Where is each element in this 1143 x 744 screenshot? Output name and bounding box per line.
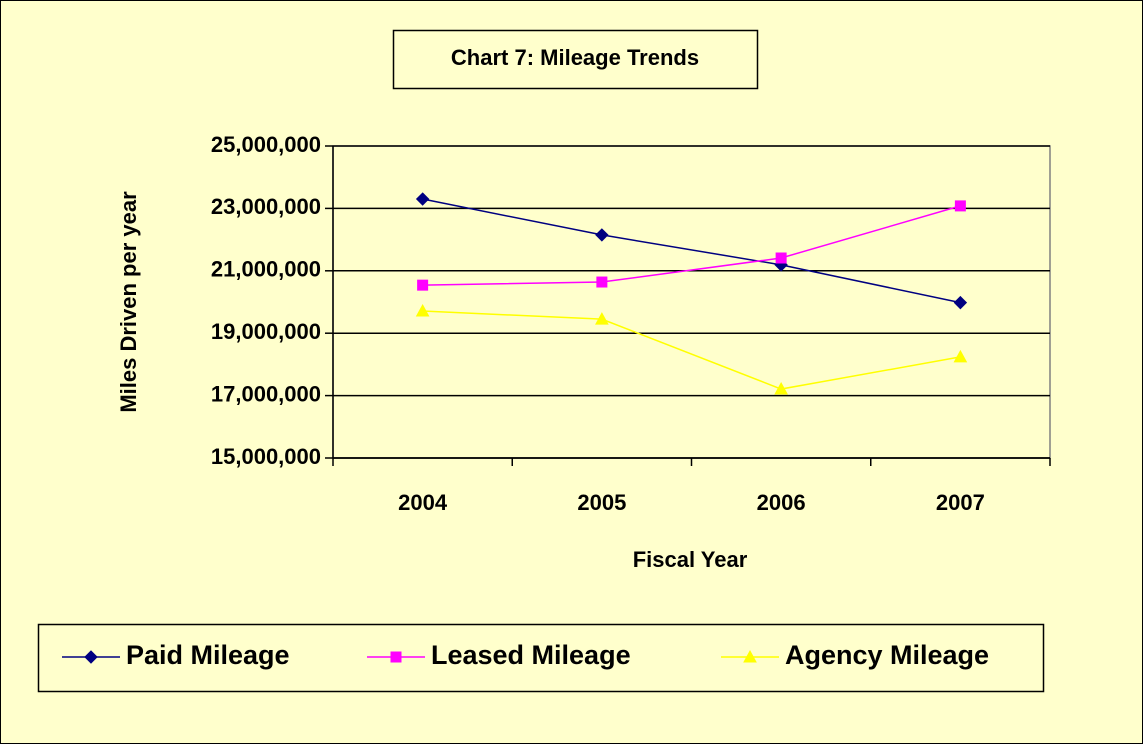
- marker: [415, 192, 430, 206]
- series-line: [422, 205, 961, 286]
- marker: [595, 312, 609, 325]
- x-tick-label: 2004: [398, 490, 448, 515]
- y-tick-label: 15,000,000: [211, 444, 321, 469]
- x-tick-label: 2005: [577, 490, 626, 515]
- x-tick-label: 2006: [757, 490, 806, 515]
- marker: [596, 276, 608, 288]
- plot-area: [332, 145, 1051, 459]
- marker: [743, 649, 757, 663]
- legend-label: Leased Mileage: [431, 640, 631, 670]
- marker: [390, 651, 402, 663]
- marker: [953, 349, 968, 363]
- legend-label: Agency Mileage: [785, 640, 989, 670]
- x-tick-label: 2007: [936, 490, 985, 515]
- marker: [953, 295, 968, 310]
- y-axis-label: Miles Driven per year: [116, 191, 141, 413]
- marker: [84, 650, 98, 664]
- y-tick-label: 23,000,000: [211, 194, 321, 219]
- title-box: [392, 29, 759, 90]
- y-tick-label: 25,000,000: [211, 132, 321, 157]
- marker: [775, 252, 787, 264]
- y-tick-label: 17,000,000: [211, 381, 321, 406]
- marker: [415, 304, 430, 317]
- legend-box: [37, 623, 1045, 693]
- series-line: [422, 198, 961, 304]
- series-line: [422, 310, 961, 390]
- marker: [417, 279, 429, 291]
- legend-label: Paid Mileage: [126, 640, 290, 670]
- chart-title: Chart 7: Mileage Trends: [451, 45, 699, 70]
- x-axis-label: Fiscal Year: [633, 547, 748, 572]
- marker: [774, 382, 788, 395]
- marker: [595, 228, 609, 242]
- y-tick-label: 21,000,000: [211, 257, 321, 282]
- marker: [954, 200, 966, 212]
- y-tick-label: 19,000,000: [211, 319, 321, 344]
